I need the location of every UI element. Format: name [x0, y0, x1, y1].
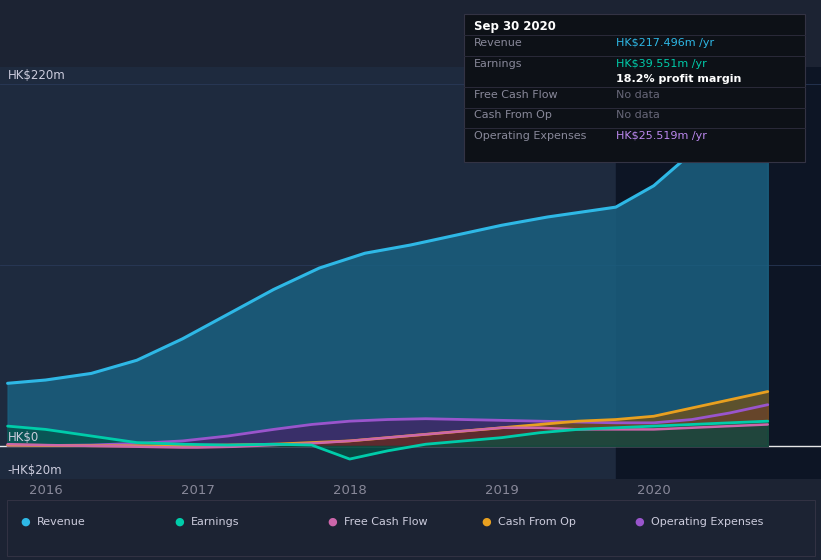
Text: Operating Expenses: Operating Expenses	[651, 517, 764, 527]
Text: Earnings: Earnings	[190, 517, 239, 527]
Text: No data: No data	[616, 90, 659, 100]
Text: 18.2% profit margin: 18.2% profit margin	[616, 74, 741, 85]
Text: No data: No data	[616, 110, 659, 120]
Text: HK$39.551m /yr: HK$39.551m /yr	[616, 59, 707, 69]
Text: -HK$20m: -HK$20m	[7, 464, 62, 477]
Text: Free Cash Flow: Free Cash Flow	[344, 517, 428, 527]
Text: HK$217.496m /yr: HK$217.496m /yr	[616, 38, 714, 48]
Bar	[616, 67, 821, 479]
Text: ●: ●	[174, 517, 184, 527]
Text: Free Cash Flow: Free Cash Flow	[474, 90, 557, 100]
Text: Revenue: Revenue	[37, 517, 85, 527]
Text: Revenue: Revenue	[474, 38, 522, 48]
Text: Operating Expenses: Operating Expenses	[474, 131, 586, 141]
Text: HK$220m: HK$220m	[7, 69, 66, 82]
Text: HK$25.519m /yr: HK$25.519m /yr	[616, 131, 707, 141]
Text: HK$0: HK$0	[7, 431, 39, 444]
Text: Sep 30 2020: Sep 30 2020	[474, 20, 556, 32]
Text: Cash From Op: Cash From Op	[474, 110, 552, 120]
Text: ●: ●	[481, 517, 491, 527]
Text: ●: ●	[635, 517, 644, 527]
Text: ●: ●	[21, 517, 30, 527]
Text: Cash From Op: Cash From Op	[498, 517, 576, 527]
Text: ●: ●	[328, 517, 337, 527]
Text: Earnings: Earnings	[474, 59, 522, 69]
